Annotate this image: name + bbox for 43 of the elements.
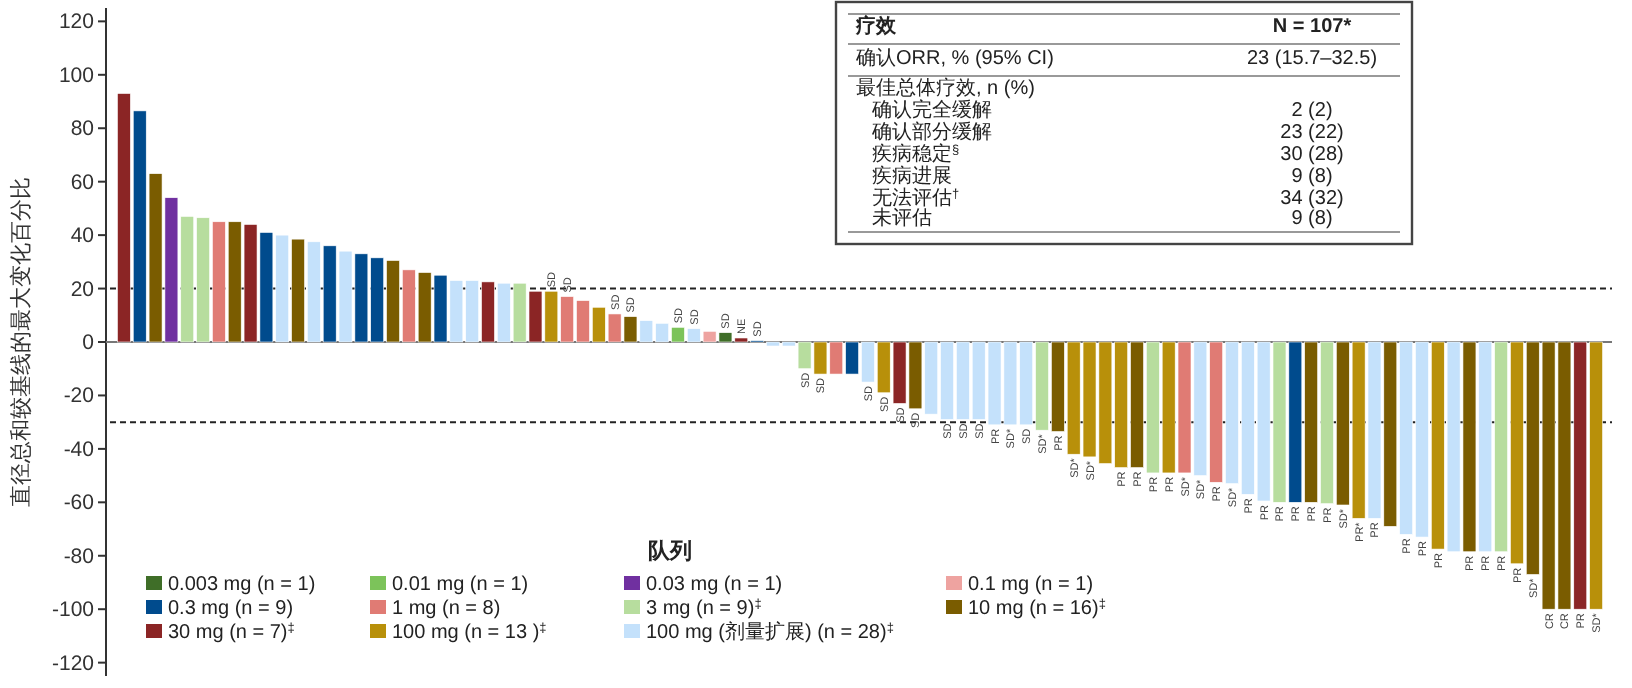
y-tick-label: 100 [58, 63, 95, 88]
legend-label: 1 mg (n = 8) [392, 598, 501, 620]
y-tick-label: 120 [58, 10, 95, 35]
annotation: 34 (32) [1280, 188, 1344, 210]
annotation: 未评估 [872, 206, 932, 230]
annotation: 9 (8) [1291, 208, 1333, 230]
legend-label: 0.1 mg (n = 1) [968, 574, 1094, 596]
y-tick-label: 40 [70, 224, 95, 249]
annotation: 最佳总体疗效, n (%) [856, 76, 1035, 100]
y-tick-label: -80 [63, 544, 95, 569]
y-axis-title: 直径总和较基线的最大变化百分比 [8, 177, 34, 507]
legend-label: 0.3 mg (n = 9) [168, 598, 294, 620]
y-tick-label: -100 [51, 598, 95, 623]
y-tick-label: -40 [63, 437, 95, 462]
y-tick-label: 0 [82, 331, 95, 355]
legend-label: 100 mg (剂量扩展) (n = 28)$^{‡}$ [646, 620, 895, 644]
legend-label: 10 mg (n = 16)$^{‡}$ [968, 597, 1107, 620]
y-tick-label: -60 [63, 491, 95, 516]
annotation: 23 (22) [1280, 122, 1344, 144]
y-tick-label: -120 [51, 651, 95, 676]
y-tick-label: 20 [70, 277, 95, 302]
legend-label: 0.03 mg (n = 1) [646, 574, 783, 596]
annotation: 2 (2) [1291, 100, 1333, 122]
y-tick-label: 80 [70, 117, 95, 142]
annotation: 疾病稳定$^{§}$ [872, 142, 960, 166]
legend-label: 100 mg (n = 13 )$^{‡}$ [392, 621, 548, 644]
annotation: N = 107* [1272, 16, 1352, 38]
legend-label: 30 mg (n = 7)$^{‡}$ [168, 621, 296, 644]
legend-label: 3 mg (n = 9)$^{‡}$ [646, 597, 763, 620]
annotation: 确认ORR, % (95% CI) [854, 46, 1054, 70]
annotation: 30 (28) [1280, 144, 1344, 166]
y-tick-label: -20 [63, 384, 95, 409]
annotation: 无法评估$^{†}$ [872, 186, 960, 210]
legend-title: 队列 [648, 538, 692, 564]
annotation: 9 (8) [1291, 166, 1333, 188]
annotation: 确认完全缓解 [870, 98, 992, 122]
annotation: 23 (15.7–32.5) [1246, 48, 1378, 70]
annotation: 确认部分缓解 [870, 120, 992, 144]
legend-label: 0.01 mg (n = 1) [392, 574, 529, 596]
annotation: 疗效 [854, 14, 898, 38]
y-tick-label: 60 [70, 170, 95, 195]
legend-label: 0.003 mg (n = 1) [168, 574, 316, 596]
annotation: 疾病进展 [872, 164, 952, 188]
